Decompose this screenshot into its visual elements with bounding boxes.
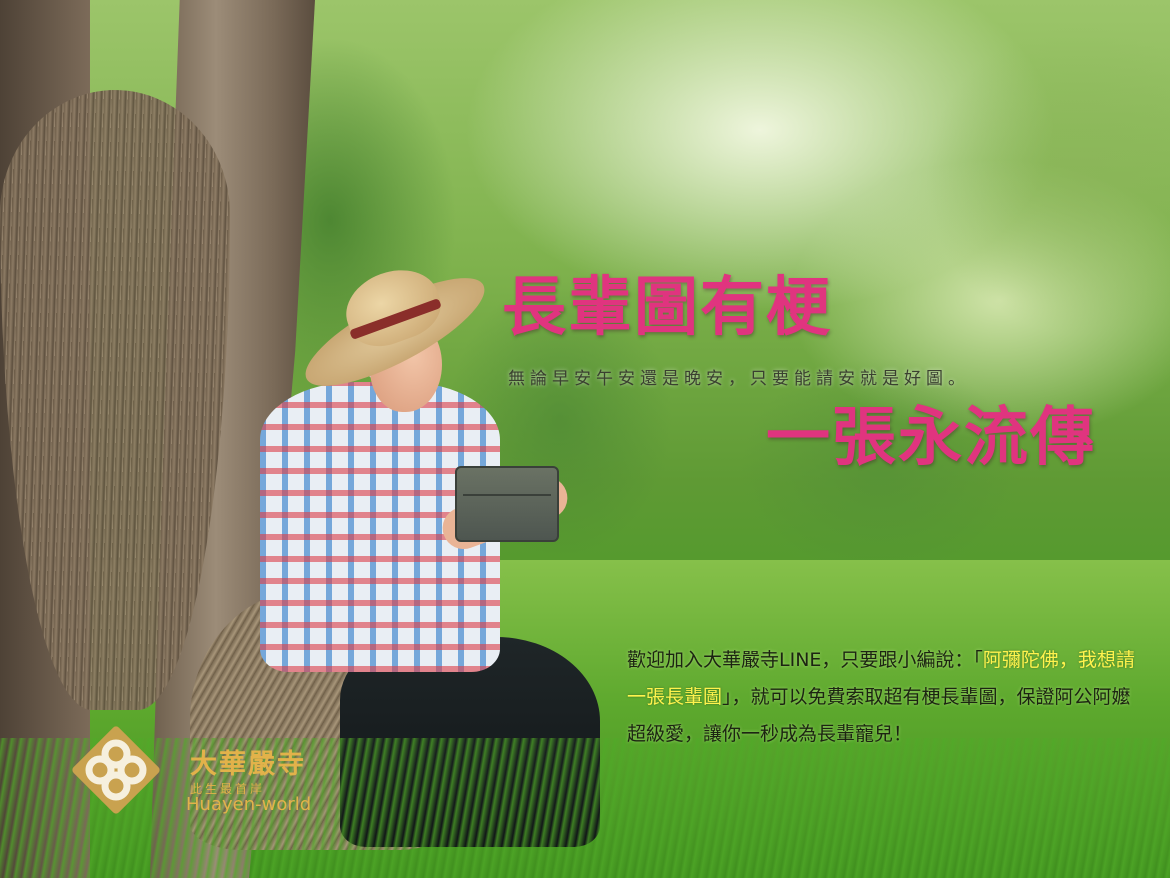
temple-logo-name: 大華嚴寺 — [190, 749, 306, 780]
temple-logo-icon — [72, 726, 160, 814]
subheadline: 無論早安午安還是晚安，只要能請安就是好圖。 — [508, 369, 970, 389]
promo-highlight: 阿彌陀佛，我想請一張長輩圖 — [627, 649, 1135, 708]
temple-logo-english: Huayen-world — [186, 794, 312, 815]
tagline: 一張永流傳 — [766, 401, 1096, 475]
foreground-grass — [0, 738, 1170, 878]
hanging-roots — [0, 90, 230, 710]
promo-text-part1: 歡迎加入大華嚴寺LINE，只要跟小編說：「 — [627, 649, 983, 671]
temple-logo-subtitle: 此生最首岸 — [190, 782, 266, 796]
tablet-device — [455, 466, 559, 542]
headline: 長輩圖有梗 — [502, 271, 832, 345]
promo-text: 歡迎加入大華嚴寺LINE，只要跟小編說：「阿彌陀佛，我想請一張長輩圖」，就可以免… — [627, 642, 1139, 753]
promo-text-part2: 」，就可以免費索取超有梗長輩圖，保證阿公阿嬤超級愛，讓你一秒成為長輩寵兒！ — [627, 686, 1131, 745]
